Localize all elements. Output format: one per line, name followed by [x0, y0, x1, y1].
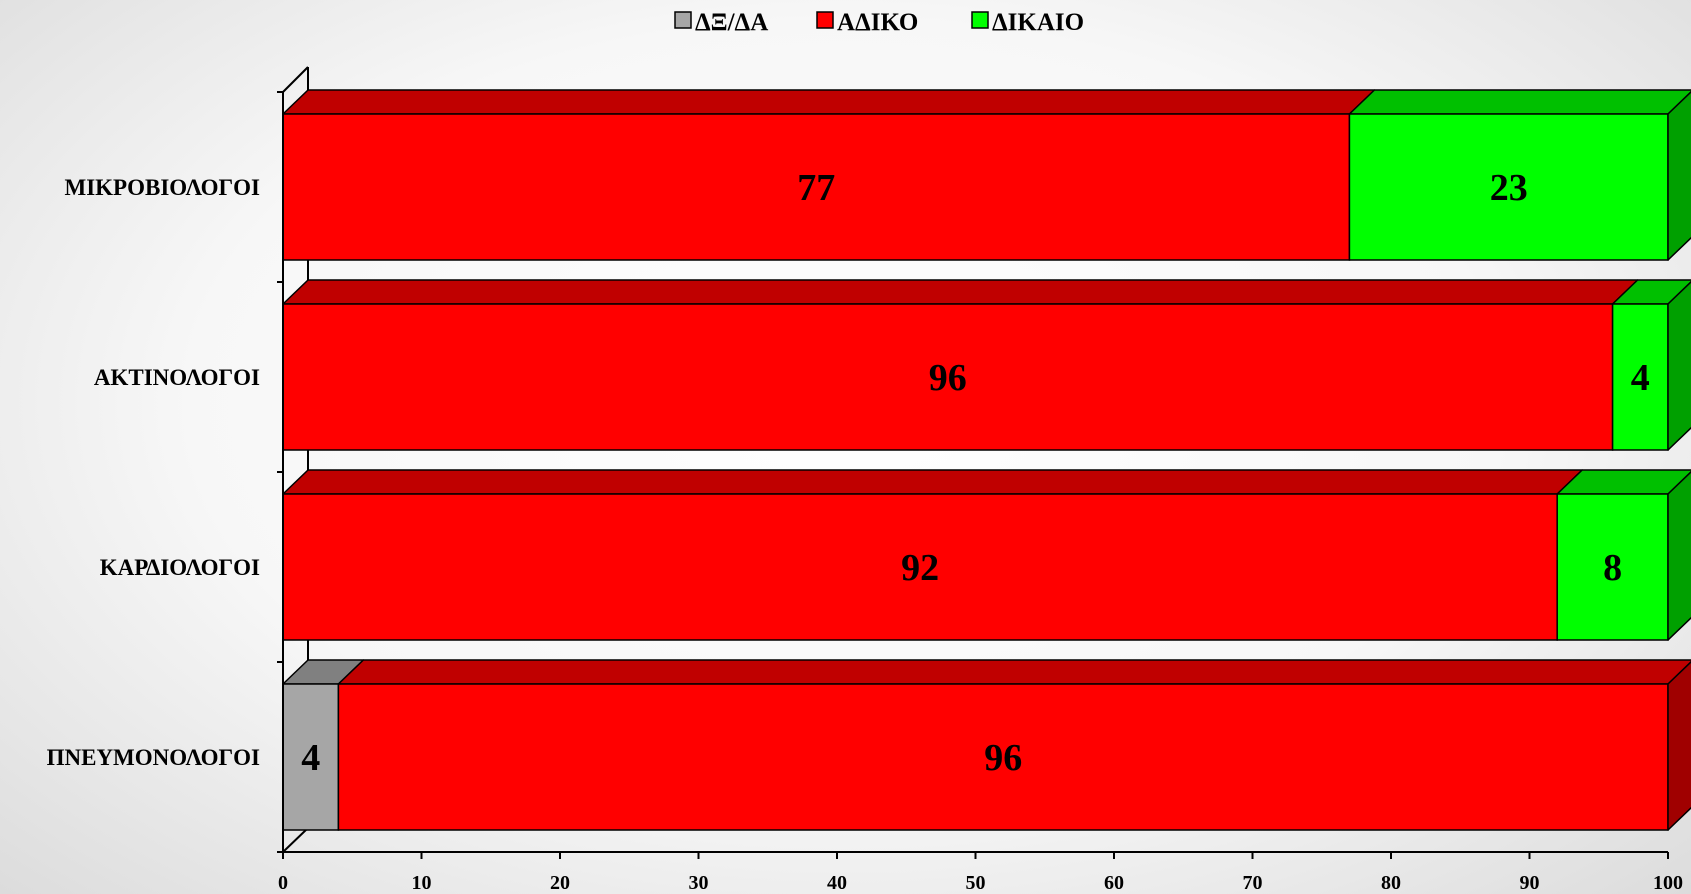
data-label: 77	[797, 167, 835, 209]
data-label: 96	[929, 357, 967, 399]
bar-segment-side	[1667, 470, 1691, 641]
x-tick-label: 100	[1653, 872, 1683, 894]
data-label: 23	[1490, 167, 1528, 209]
legend-swatch	[674, 11, 692, 29]
bar-segment-side	[1667, 660, 1691, 831]
bar-segment	[282, 493, 1558, 641]
x-tick-label: 50	[966, 872, 986, 894]
bar-segment	[1556, 493, 1669, 641]
legend-swatch	[971, 11, 989, 29]
bar-segment-side	[1667, 280, 1691, 451]
category-label: ΜΙΚΡΟΒΙΟΛΟΓΟΙ	[65, 175, 261, 200]
data-label: 4	[301, 737, 320, 779]
legend-swatch	[816, 11, 834, 29]
x-tick-label: 0	[278, 872, 288, 894]
category-axis: ΜΙΚΡΟΒΙΟΛΟΓΟΙ ΑΚΤΙΝΟΛΟΓΟΙ ΚΑΡΔΙΟΛΟΓΟΙ ΠΝΕΥΜ…	[47, 91, 284, 853]
data-label: 92	[901, 547, 939, 589]
top-wall-edge	[282, 66, 309, 93]
x-tick-label: 40	[827, 872, 847, 894]
x-axis: 0 10 20 30 40 50 60 70 80 90 100	[278, 851, 1683, 894]
bar-segment-top	[337, 659, 1691, 685]
x-tick-label: 70	[1243, 872, 1263, 894]
category-label: ΑΚΤΙΝΟΛΟΓΟΙ	[94, 365, 260, 390]
bars: 77 23 96 4 92 8 4 96	[282, 89, 1691, 831]
data-label: 8	[1603, 547, 1622, 589]
bar-segment-top	[282, 89, 1376, 115]
bar-segment-top	[1348, 89, 1691, 115]
x-tick-label: 60	[1104, 872, 1124, 894]
legend: ΔΞ/ΔΑ ΑΔΙΚΟ ΔΙΚΑΙΟ	[674, 9, 1084, 36]
x-tick-label: 30	[689, 872, 709, 894]
bar-segment	[282, 303, 1614, 451]
legend-label: ΔΞ/ΔΑ	[695, 9, 768, 36]
x-tick-label: 90	[1520, 872, 1540, 894]
bar-segment	[282, 113, 1351, 261]
category-label: ΠΝΕΥΜΟΝΟΛΟΓΟΙ	[47, 745, 260, 770]
bar-segment	[282, 683, 340, 831]
bar-segment	[337, 683, 1669, 831]
bar-segment-side	[1667, 90, 1691, 261]
data-label: 4	[1631, 357, 1650, 399]
bar-segment	[1348, 113, 1669, 261]
legend-label: ΑΔΙΚΟ	[837, 9, 918, 36]
x-tick-label: 10	[412, 872, 432, 894]
category-label: ΚΑΡΔΙΟΛΟΓΟΙ	[100, 555, 260, 580]
x-tick-label: 20	[550, 872, 570, 894]
floor-edge	[282, 827, 309, 853]
bar-segment-top	[282, 279, 1639, 305]
x-tick-label: 80	[1381, 872, 1401, 894]
bar-segment-top	[282, 469, 1583, 495]
data-label: 96	[984, 737, 1022, 779]
legend-label: ΔΙΚΑΙΟ	[992, 9, 1084, 36]
